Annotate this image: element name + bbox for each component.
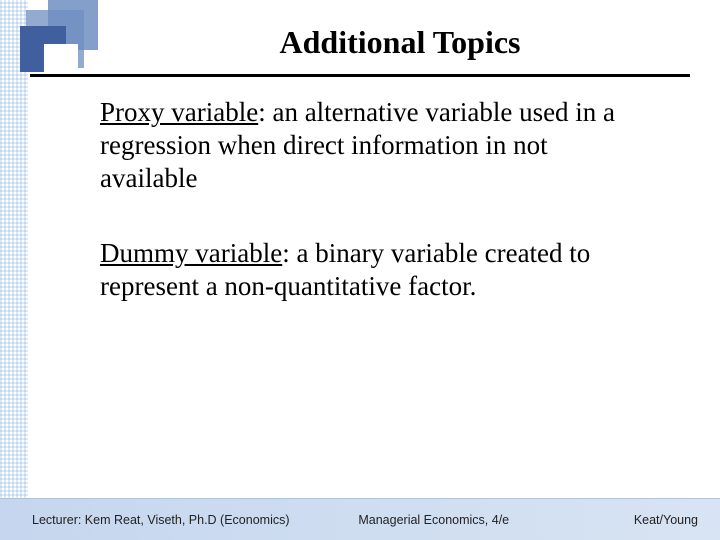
- corner-logo: [20, 0, 120, 100]
- definition-1: Proxy variable: an alternative variable …: [100, 96, 650, 195]
- term-1: Proxy variable: [100, 97, 258, 127]
- footer-center: Managerial Economics, 4/e: [290, 513, 578, 527]
- title-underline-rule: [30, 74, 690, 77]
- footer-left: Lecturer: Kem Reat, Viseth, Ph.D (Econom…: [32, 513, 290, 527]
- definition-2: Dummy variable: a binary variable create…: [100, 237, 650, 303]
- term-2: Dummy variable: [100, 238, 282, 268]
- logo-notch: [44, 44, 78, 78]
- slide-title: Additional Topics: [120, 24, 680, 61]
- slide-footer: Lecturer: Kem Reat, Viseth, Ph.D (Econom…: [0, 498, 720, 540]
- slide-body: Proxy variable: an alternative variable …: [100, 96, 650, 345]
- footer-right: Keat/Young: [578, 513, 698, 527]
- presentation-slide: Additional Topics Proxy variable: an alt…: [0, 0, 720, 540]
